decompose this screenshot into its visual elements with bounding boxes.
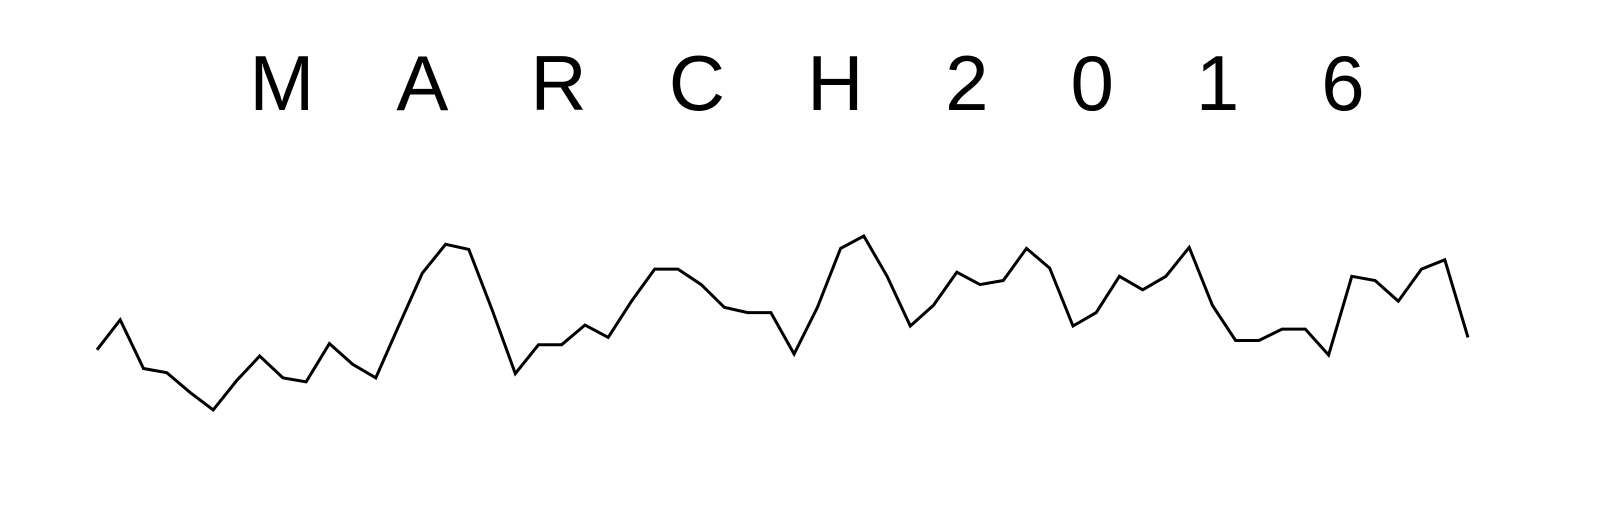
chart-title: MARCH 2016 <box>249 39 1447 127</box>
line <box>95 233 1470 412</box>
